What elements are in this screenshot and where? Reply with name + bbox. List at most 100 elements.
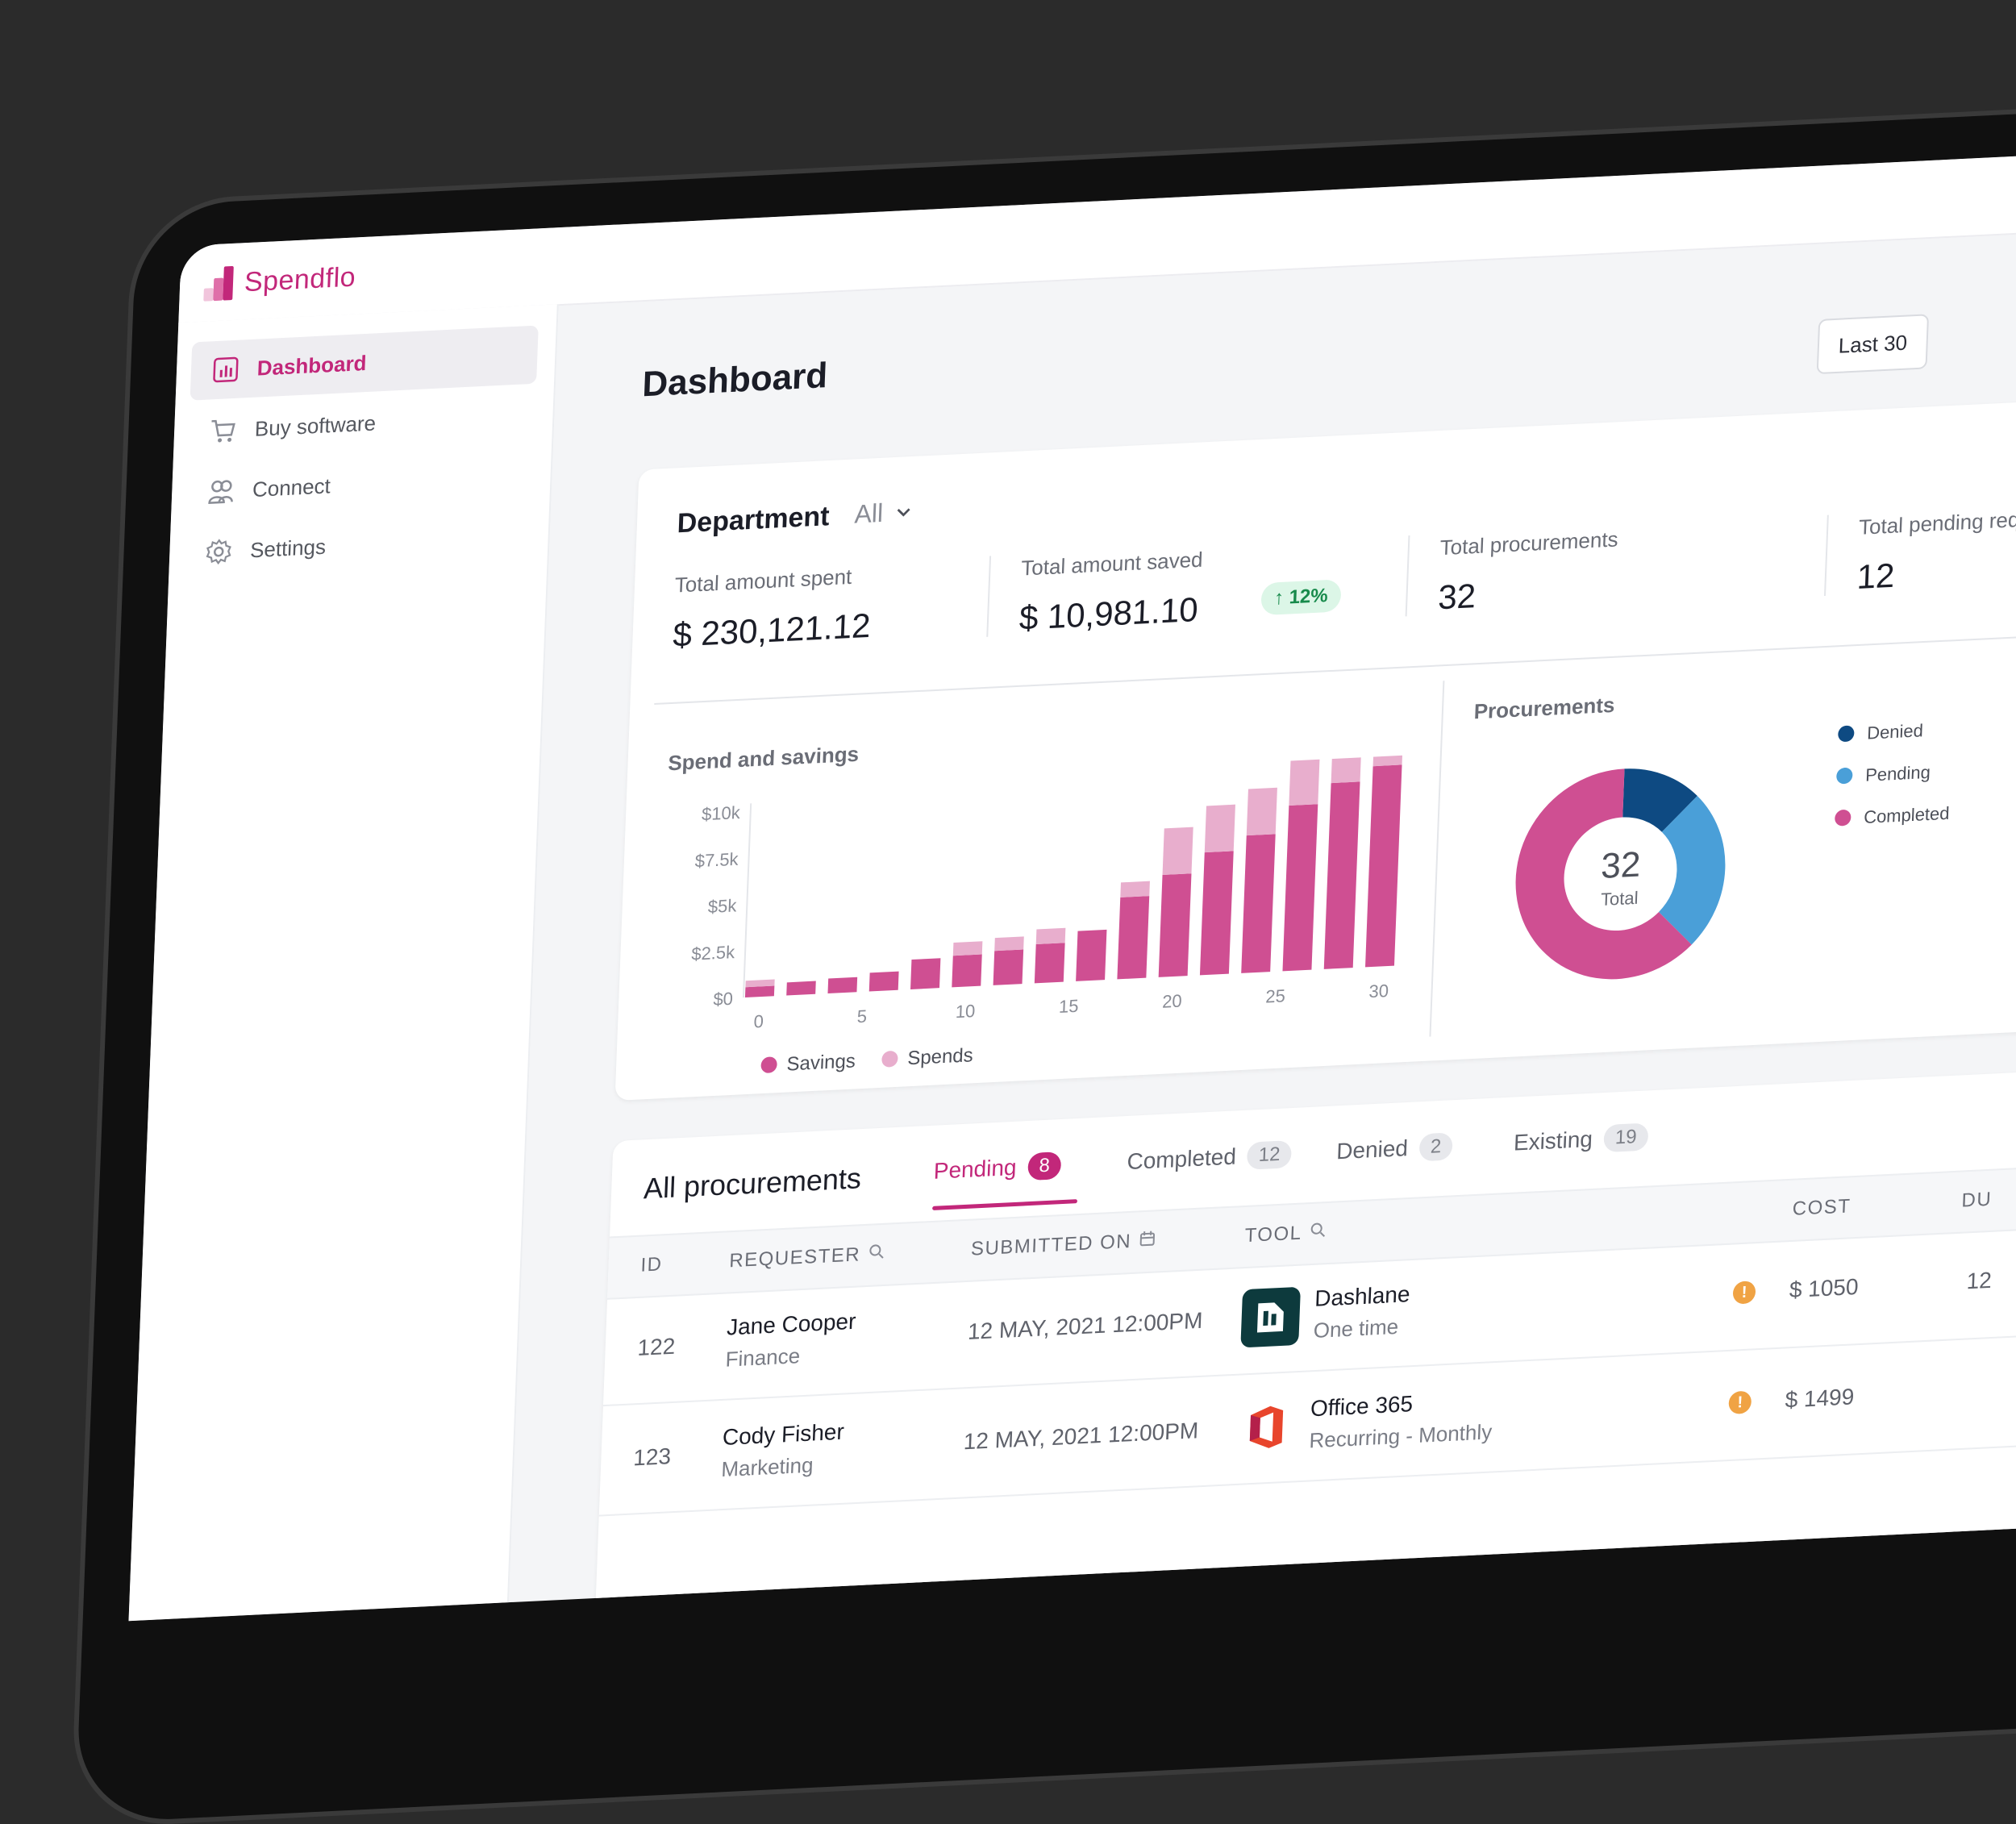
date-range-select[interactable]: Last 30 xyxy=(1816,314,1930,375)
donut-slice-completed xyxy=(1515,768,1692,980)
column-requester[interactable]: REQUESTER xyxy=(729,1243,885,1273)
tab-pending[interactable]: Pending 8 xyxy=(933,1151,1062,1185)
spends-bar xyxy=(1372,754,1404,767)
search-icon[interactable] xyxy=(868,1243,885,1266)
page-title: Dashboard xyxy=(641,355,829,405)
legend-label: Pending xyxy=(1865,762,1931,785)
tab-completed[interactable]: Completed 12 xyxy=(1127,1140,1293,1176)
sidebar-item-buy-software[interactable]: Buy software xyxy=(188,386,536,461)
y-tick-label: $0 xyxy=(713,989,733,1010)
y-tick-label: $7.5k xyxy=(694,849,739,872)
sidebar: Dashboard Buy software Connect Settings xyxy=(128,304,559,1622)
gear-icon xyxy=(205,537,233,566)
tab-count: 12 xyxy=(1247,1140,1293,1170)
legend-marker xyxy=(1835,810,1851,827)
arrow-up-icon: ↑ xyxy=(1273,586,1285,610)
spends-bar xyxy=(1331,754,1362,784)
x-tick-label: 30 xyxy=(1368,981,1389,1002)
app-screen: Spendflo Dashboard Buy software Connect xyxy=(128,147,2016,1622)
x-tick-label: 5 xyxy=(856,1006,867,1027)
y-tick-label: $10k xyxy=(702,802,742,824)
table-row[interactable]: 123 Cody Fisher Marketing 12 MAY, 2021 1… xyxy=(598,1323,2016,1517)
office-365-logo-icon xyxy=(1236,1397,1297,1458)
requester-name: Jane Cooper xyxy=(726,1308,856,1340)
sidebar-item-label: Connect xyxy=(252,473,331,502)
tab-label: Pending xyxy=(933,1154,1018,1184)
spend-chart-title: Spend and savings xyxy=(667,741,860,776)
savings-bar xyxy=(868,971,899,992)
tab-denied[interactable]: Denied 2 xyxy=(1336,1132,1453,1165)
stat-label: Total amount saved xyxy=(1020,547,1204,581)
stat-value: $ 10,981.10 xyxy=(1018,589,1199,637)
sidebar-item-connect[interactable]: Connect xyxy=(185,447,534,522)
spends-bar xyxy=(1204,804,1235,853)
y-tick-label: $5k xyxy=(707,895,737,917)
spends-bar xyxy=(1120,881,1150,897)
column-submitted-on[interactable]: SUBMITTED ON xyxy=(970,1229,1156,1260)
column-cost: COST xyxy=(1792,1195,1851,1220)
x-tick-label: 20 xyxy=(1162,991,1182,1012)
y-axis-line xyxy=(742,803,752,998)
column-id: ID xyxy=(640,1253,664,1276)
savings-bar xyxy=(1282,804,1318,972)
row-id: 123 xyxy=(632,1443,672,1471)
department-select[interactable]: All xyxy=(854,497,913,530)
row-due: 12 xyxy=(1966,1267,1993,1294)
stat-value: 12 xyxy=(1856,556,1896,597)
row-submitted-on: 12 MAY, 2021 12:00PM xyxy=(963,1418,1199,1455)
row-submitted-on: 12 MAY, 2021 12:00PM xyxy=(967,1307,1203,1345)
column-tool[interactable]: TOOL xyxy=(1244,1221,1327,1247)
column-label: SUBMITTED ON xyxy=(970,1230,1132,1260)
sidebar-item-dashboard[interactable]: Dashboard xyxy=(190,325,539,401)
sidebar-item-settings[interactable]: Settings xyxy=(183,507,531,582)
savings-bar xyxy=(993,949,1024,985)
requester-name: Cody Fisher xyxy=(722,1418,845,1451)
tab-existing[interactable]: Existing 19 xyxy=(1513,1122,1649,1156)
table-header: ID REQUESTER SUBMITTED ON TOOL COST DU xyxy=(607,1153,2016,1300)
app-name: Spendflo xyxy=(244,260,356,298)
row-cost: $ 1499 xyxy=(1785,1384,1855,1413)
stat-value: $ 230,121.12 xyxy=(672,606,872,654)
overview-card: Department All Total amount spent $ 230,… xyxy=(614,389,2016,1101)
users-icon xyxy=(207,477,235,506)
divider xyxy=(1824,514,1829,597)
warning-icon[interactable]: ! xyxy=(1728,1390,1752,1415)
row-requester: Jane Cooper Finance xyxy=(725,1309,856,1372)
legend-label: Savings xyxy=(786,1050,856,1075)
department-value: All xyxy=(853,498,884,529)
search-icon[interactable] xyxy=(1310,1221,1327,1244)
table-row[interactable]: 122 Jane Cooper Finance 12 MAY, 2021 12:… xyxy=(602,1214,2016,1407)
legend-marker xyxy=(881,1051,898,1068)
tab-count: 2 xyxy=(1418,1132,1453,1162)
donut-slice-pending xyxy=(1659,796,1726,945)
procurements-chart-title: Procurements xyxy=(1473,692,1616,724)
legend-marker xyxy=(1838,725,1855,742)
calendar-icon[interactable] xyxy=(1139,1229,1156,1252)
stat-total-spent: Total amount spent $ 230,121.12 xyxy=(672,564,873,670)
savings-bar xyxy=(1241,834,1276,973)
tab-count: 19 xyxy=(1603,1122,1649,1153)
stat-label: Total pending requ xyxy=(1858,506,2016,539)
cart-icon xyxy=(209,416,237,445)
sidebar-item-label: Dashboard xyxy=(256,350,368,381)
requester-department: Marketing xyxy=(720,1452,814,1482)
divider xyxy=(986,556,992,637)
chevron-down-icon xyxy=(893,497,912,527)
tab-count: 8 xyxy=(1027,1151,1062,1181)
warning-icon[interactable]: ! xyxy=(1732,1281,1756,1305)
tool-name: Dashlane xyxy=(1314,1281,1411,1311)
change-value: 12% xyxy=(1289,585,1329,609)
logo-icon xyxy=(203,265,234,302)
legend-marker xyxy=(760,1056,777,1073)
change-badge: ↑ 12% xyxy=(1260,579,1342,616)
donut-center-value: 32 xyxy=(1601,845,1642,886)
chart-icon xyxy=(211,356,240,385)
tool-type: Recurring - Monthly xyxy=(1309,1419,1493,1453)
stat-total-saved: Total amount saved $ 10,981.10 xyxy=(1018,548,1203,653)
spend-savings-chart: $0 $2.5k $5k $7.5k $10k 0 5 10 15 20 25 30 Savings Sp… xyxy=(691,754,1404,1076)
sidebar-item-label: Settings xyxy=(249,534,327,562)
spends-bar xyxy=(994,936,1024,952)
app-logo[interactable]: Spendflo xyxy=(203,260,356,302)
savings-bar xyxy=(1365,764,1402,968)
x-tick-label: 10 xyxy=(955,1001,975,1022)
